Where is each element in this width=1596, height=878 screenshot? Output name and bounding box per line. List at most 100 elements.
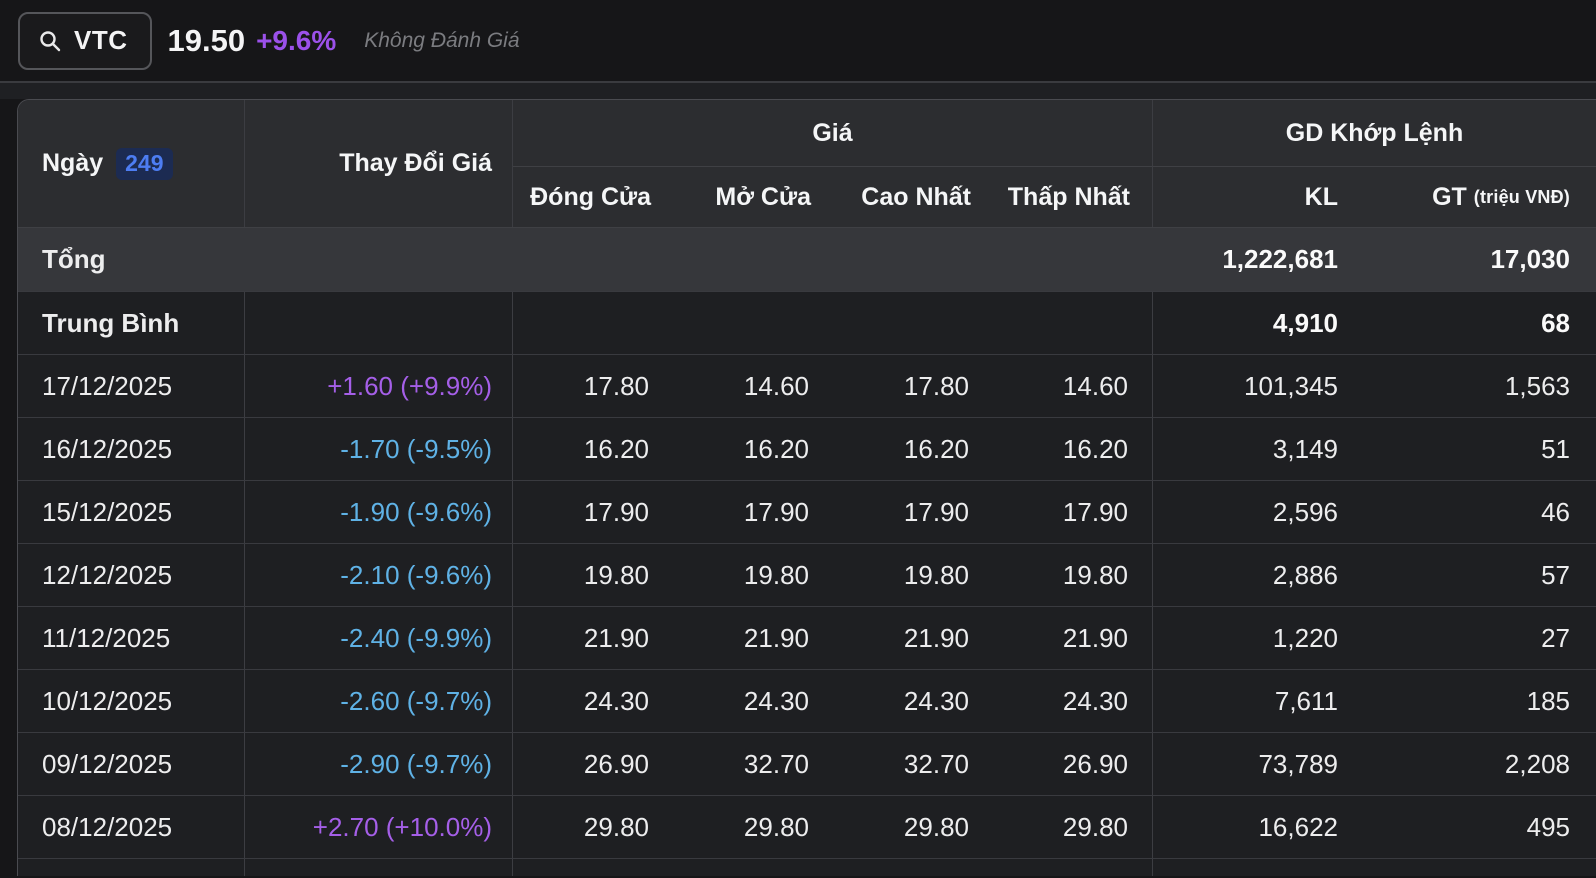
column-header-price-change: Thay Đổi Giá	[245, 100, 513, 227]
column-header-date: Ngày 249	[18, 100, 245, 227]
topbar: VTC 19.50 +9.6% Không Đánh Giá	[0, 0, 1596, 83]
row-value: 57	[1541, 559, 1570, 590]
row-volume: 16,622	[1258, 811, 1338, 842]
row-high: 16.20	[903, 433, 969, 464]
row-value: 495	[1526, 811, 1570, 842]
column-header-close: Đóng Cửa	[530, 182, 651, 211]
column-header-high: Cao Nhất	[861, 182, 971, 211]
table-row[interactable]: 17/12/2025 +1.60 (+9.9%) 17.80 14.60 17.…	[18, 355, 1596, 418]
rating-label: Không Đánh Giá	[364, 28, 520, 52]
row-change: -1.70 (-9.5%)	[245, 418, 513, 480]
row-close: 19.80	[583, 559, 649, 590]
value-header-unit: (triệu VNĐ)	[1473, 186, 1570, 207]
row-low: 19.80	[993, 544, 1153, 606]
summary-total-volume: 1,222,681	[1222, 244, 1338, 274]
table-row[interactable]: 09/12/2025 -2.90 (-9.7%) 26.90 32.70 32.…	[18, 733, 1596, 796]
column-header-value: GT (triệu VNĐ)	[1361, 167, 1596, 227]
row-low: 21.90	[993, 607, 1153, 669]
row-low: 17.90	[993, 481, 1153, 543]
row-volume: 7,611	[1274, 685, 1338, 716]
row-close: 26.90	[583, 748, 649, 779]
search-icon	[40, 30, 61, 51]
topbar-table-gap	[0, 83, 1596, 99]
row-low: 16.20	[993, 418, 1153, 480]
row-open: 21.90	[743, 622, 809, 653]
ticker-search-box[interactable]: VTC	[18, 11, 152, 70]
summary-average-value: 68	[1541, 307, 1570, 338]
row-change: -2.90 (-9.7%)	[245, 733, 513, 795]
price-history-table: Ngày 249 Thay Đổi Giá Giá GD Khớp Lệnh Đ…	[17, 99, 1596, 876]
row-change: +2.70 (+10.0%)	[245, 796, 513, 858]
column-group-price: Giá	[513, 100, 1153, 167]
column-header-low: Thấp Nhất	[993, 167, 1153, 227]
row-value: 46	[1541, 496, 1570, 527]
row-open: 14.60	[743, 370, 809, 401]
table-row[interactable]: 10/12/2025 -2.60 (-9.7%) 24.30 24.30 24.…	[18, 670, 1596, 733]
table-row[interactable]: 11/12/2025 -2.40 (-9.9%) 21.90 21.90 21.…	[18, 607, 1596, 670]
row-volume: 3,149	[1272, 433, 1338, 464]
row-low: 26.90	[993, 733, 1153, 795]
row-volume: 1,220	[1272, 622, 1338, 653]
row-low: 24.30	[993, 670, 1153, 732]
table-row[interactable]: 12/12/2025 -2.10 (-9.6%) 19.80 19.80 19.…	[18, 544, 1596, 607]
row-date: 16/12/2025	[18, 418, 245, 480]
row-value: 2,208	[1504, 748, 1570, 779]
row-close: 16.20	[583, 433, 649, 464]
row-volume: 73,789	[1258, 748, 1338, 779]
ticker-symbol: VTC	[74, 25, 128, 55]
summary-average-volume: 4,910	[1272, 307, 1338, 338]
row-change: -2.60 (-9.7%)	[245, 670, 513, 732]
row-change: +1.60 (+9.9%)	[245, 355, 513, 417]
row-low: 14.60	[993, 355, 1153, 417]
table-row[interactable]: 16/12/2025 -1.70 (-9.5%) 16.20 16.20 16.…	[18, 418, 1596, 481]
row-low: 29.80	[993, 796, 1153, 858]
summary-row-average[interactable]: Trung Bình 4,910 68	[18, 292, 1596, 355]
row-close: 29.80	[583, 811, 649, 842]
table-row[interactable]: 08/12/2025 +2.70 (+10.0%) 29.80 29.80 29…	[18, 796, 1596, 859]
table-row-partial[interactable]	[18, 859, 1596, 876]
row-value: 185	[1526, 685, 1570, 716]
row-date: 08/12/2025	[18, 796, 245, 858]
row-value: 51	[1541, 433, 1570, 464]
row-date: 11/12/2025	[18, 607, 245, 669]
row-high: 29.80	[903, 811, 969, 842]
price-change-percent: +9.6%	[256, 24, 337, 56]
date-header-label: Ngày	[42, 149, 104, 177]
row-change: -2.10 (-9.6%)	[245, 544, 513, 606]
row-date: 17/12/2025	[18, 355, 245, 417]
row-high: 17.80	[903, 370, 969, 401]
row-close: 21.90	[583, 622, 649, 653]
row-value: 1,563	[1504, 370, 1570, 401]
table-row[interactable]: 15/12/2025 -1.90 (-9.6%) 17.90 17.90 17.…	[18, 481, 1596, 544]
date-count-badge[interactable]: 249	[116, 147, 173, 180]
row-high: 17.90	[903, 496, 969, 527]
row-date: 15/12/2025	[18, 481, 245, 543]
row-change: -2.40 (-9.9%)	[245, 607, 513, 669]
value-header-label: GT	[1432, 182, 1467, 211]
table-header: Ngày 249 Thay Đổi Giá Giá GD Khớp Lệnh Đ…	[18, 100, 1596, 228]
row-open: 29.80	[743, 811, 809, 842]
row-date: 09/12/2025	[18, 733, 245, 795]
row-volume: 2,886	[1272, 559, 1338, 590]
row-close: 17.90	[583, 496, 649, 527]
row-high: 21.90	[903, 622, 969, 653]
column-header-volume: KL	[1304, 182, 1338, 211]
row-high: 24.30	[903, 685, 969, 716]
row-high: 32.70	[903, 748, 969, 779]
current-price: 19.50	[167, 22, 246, 58]
row-open: 24.30	[743, 685, 809, 716]
row-value: 27	[1541, 622, 1570, 653]
column-header-open: Mở Cửa	[715, 182, 811, 211]
summary-total-label: Tổng	[42, 244, 106, 274]
row-open: 19.80	[743, 559, 809, 590]
row-date: 12/12/2025	[18, 544, 245, 606]
row-change: -1.90 (-9.6%)	[245, 481, 513, 543]
summary-total-value: 17,030	[1490, 244, 1570, 274]
column-group-matched-orders: GD Khớp Lệnh	[1153, 100, 1596, 167]
summary-average-label: Trung Bình	[18, 292, 245, 354]
row-open: 16.20	[743, 433, 809, 464]
row-high: 19.80	[903, 559, 969, 590]
summary-row-total[interactable]: Tổng 1,222,681 17,030	[18, 228, 1596, 292]
row-date: 10/12/2025	[18, 670, 245, 732]
row-volume: 2,596	[1272, 496, 1338, 527]
